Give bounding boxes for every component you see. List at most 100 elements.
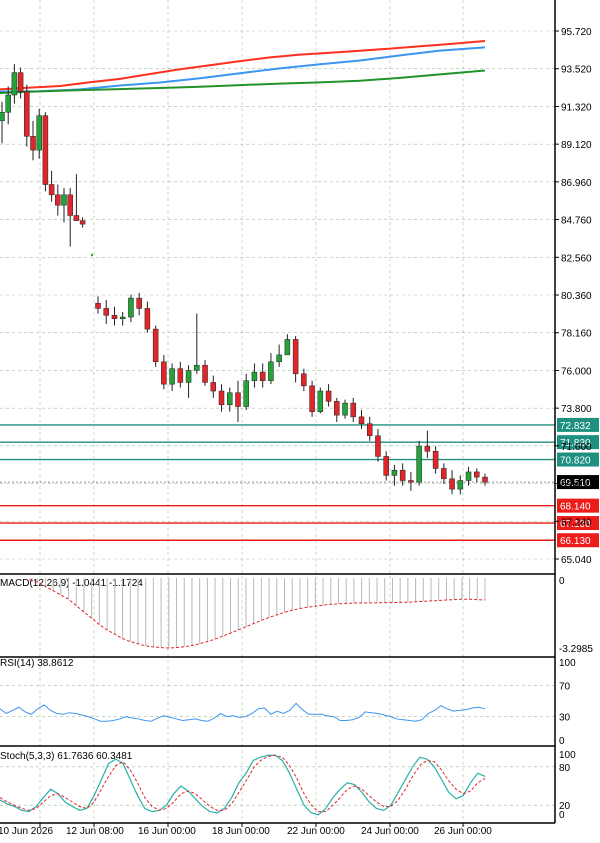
candle-body — [210, 382, 217, 392]
candle-body — [301, 373, 307, 387]
candle-body — [375, 435, 381, 457]
candle-body — [350, 402, 357, 418]
time-tick-label: 22 Jun 00:00 — [287, 826, 345, 837]
candle-body — [30, 136, 36, 151]
stoch-tick-label: 80 — [559, 763, 571, 774]
candle-body — [152, 328, 159, 363]
candle-body — [55, 194, 61, 206]
time-tick-label: 12 Jun 08:00 — [66, 826, 124, 837]
candle-body — [235, 392, 241, 407]
candle-body — [218, 390, 225, 406]
level-label: 70.820 — [560, 456, 591, 467]
candle-body — [317, 390, 324, 412]
price-tick-label: 73.800 — [561, 404, 592, 415]
level-label: 68.140 — [560, 502, 591, 513]
candle-body — [482, 476, 488, 483]
price-tick-label: 69.400 — [561, 480, 592, 491]
price-tick-label: 78.160 — [561, 329, 592, 340]
candle-body — [161, 361, 167, 385]
candle-body — [259, 371, 266, 381]
horizontal-levels: 72.832 71.830 70.820 68.140 67.130 66.130 69.5… — [0, 417, 599, 548]
stoch-tick-label: 100 — [559, 750, 576, 761]
candle-body — [276, 354, 282, 363]
candle-body — [268, 361, 274, 381]
candle-body — [292, 339, 299, 375]
price-pane: 72.832 71.830 70.820 68.140 67.130 66.130 69.5… — [0, 27, 599, 566]
candle-body — [5, 94, 11, 113]
price-tick-label: 91.320 — [561, 102, 592, 113]
candle-body — [457, 480, 464, 490]
candle-body — [202, 364, 208, 383]
stoch-k-line — [0, 754, 486, 816]
candle-body — [432, 451, 439, 469]
candle-body — [309, 385, 315, 412]
price-tick-label: 80.360 — [561, 291, 592, 302]
candle-body — [119, 316, 126, 319]
time-tick-label: 16 Jun 00:00 — [138, 826, 196, 837]
rsi-tick-label: 0 — [559, 736, 565, 747]
stochastic-pane: Stoch(5,3,3) 61.7636 60.3481 100 80 200 — [0, 750, 576, 821]
level-tag — [557, 417, 599, 432]
rsi-tick-label: 70 — [559, 681, 571, 692]
candle-body — [61, 194, 67, 206]
macd-tick-label: -3.2985 — [559, 644, 593, 655]
stoch-tick-label: 20 — [559, 801, 571, 812]
candle-body — [358, 416, 365, 424]
candle-body — [169, 368, 175, 385]
level-tag — [557, 452, 599, 467]
candle-body — [0, 111, 5, 122]
candle-body — [416, 445, 422, 483]
price-tick-label: 65.040 — [561, 555, 592, 566]
level-tag — [557, 533, 599, 548]
macd-signal-line — [29, 579, 486, 649]
moving-average-line — [0, 69, 486, 94]
price-tick-label: 71.600 — [561, 442, 592, 453]
candle-body — [251, 371, 258, 381]
candle-body — [284, 339, 291, 356]
candle-body — [424, 445, 431, 452]
candle-body — [136, 297, 142, 309]
candle-body — [36, 115, 42, 151]
price-axis: 95.720 93.520 91.320 89.120 86.960 84.760 82.5… — [555, 27, 592, 566]
candlestick-series — [0, 64, 488, 495]
candle-body — [342, 402, 348, 416]
moving-average-line — [0, 40, 486, 91]
candle-body — [73, 215, 80, 221]
price-tick-label: 84.760 — [561, 216, 592, 227]
price-tick-label: 67.240 — [561, 517, 592, 528]
candle-body — [67, 194, 73, 216]
rsi-tick-label: 30 — [559, 713, 571, 724]
candle-body — [103, 308, 109, 316]
level-tag — [557, 498, 599, 513]
candle-marker — [90, 253, 94, 257]
rsi-line — [0, 702, 486, 722]
price-tick-label: 86.960 — [561, 178, 592, 189]
candle-body — [144, 308, 151, 330]
level-tag — [557, 435, 599, 450]
candle-body — [449, 478, 455, 490]
candle-body — [79, 220, 86, 225]
candle-body — [441, 468, 447, 480]
candle-body — [194, 364, 200, 371]
current-price-label: 69.510 — [560, 478, 591, 489]
time-tick-label: 26 Jun 00:00 — [434, 826, 492, 837]
time-axis: 10 Jun 2026 12 Jun 08:00 16 Jun 00:00 18 Ju… — [0, 823, 492, 837]
stoch-tick-label: 0 — [559, 810, 565, 821]
candle-body — [474, 471, 480, 478]
time-tick-label: 24 Jun 00:00 — [361, 826, 419, 837]
price-tick-label: 93.520 — [561, 65, 592, 76]
candle-body — [24, 91, 30, 137]
price-tick-label: 95.720 — [561, 27, 592, 38]
candle-body — [111, 315, 118, 319]
candle-body — [391, 469, 398, 476]
rsi-tick-label: 100 — [559, 658, 576, 669]
moving-average-lines — [0, 40, 486, 94]
candle-body — [17, 72, 24, 92]
macd-tick-label: 0 — [559, 576, 565, 587]
stoch-label: Stoch(5,3,3) 61.7636 60.3481 — [0, 751, 133, 762]
candle-body — [226, 392, 233, 406]
candle-body — [383, 456, 389, 476]
candle-body — [399, 469, 406, 481]
candle-body — [95, 303, 101, 309]
